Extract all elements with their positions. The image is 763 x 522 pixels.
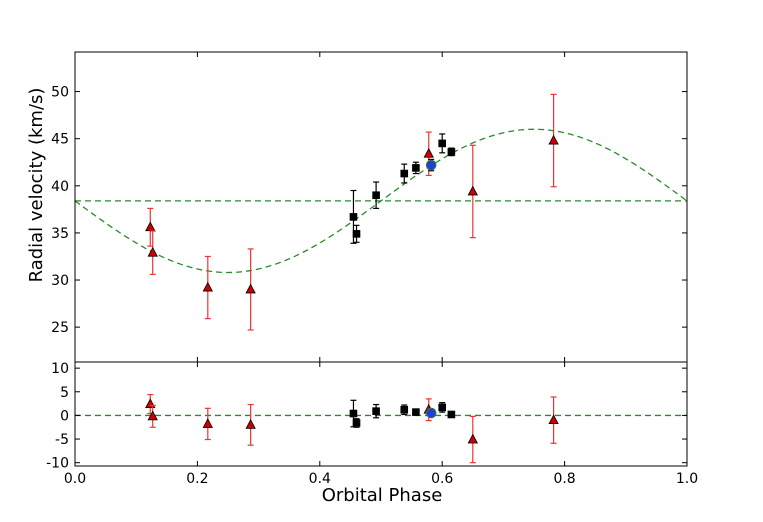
bottom-panel-triangle-marker — [145, 398, 156, 408]
bottom-panel-square-marker — [372, 407, 380, 415]
bottom-panel-y-tick-label: -5 — [55, 432, 69, 448]
top-panel-triangle-marker — [423, 147, 434, 158]
top-panel-triangle-marker — [548, 134, 559, 145]
bottom-panel-frame — [74, 361, 688, 467]
bottom-panel-y-tick-label: 10 — [51, 361, 69, 377]
bottom-panel-triangle-marker — [245, 419, 256, 429]
bottom-panel-square-marker — [447, 410, 456, 419]
top-panel-square-marker — [400, 169, 409, 178]
bottom-panel-circle-marker — [425, 407, 437, 419]
bottom-panel-square-marker — [352, 419, 361, 427]
top-panel-y-tick-label: 45 — [51, 132, 69, 148]
top-panel-y-tick-label: 30 — [51, 273, 69, 289]
bottom-panel-y-tick-label: -10 — [46, 456, 69, 472]
top-panel-square-marker — [438, 139, 446, 148]
top-panel-y-axis-label: Radial velocity (km/s) — [26, 88, 47, 283]
x-tick-label: 1.0 — [676, 471, 698, 487]
x-tick-label: 0.6 — [431, 471, 453, 487]
x-tick-label: 0.4 — [309, 471, 331, 487]
top-panel-triangle-marker — [245, 283, 256, 294]
top-panel-circle-marker — [425, 159, 437, 171]
bottom-panel-y-tick-label: 0 — [60, 408, 69, 424]
top-panel-square-marker — [447, 148, 456, 156]
top-panel-triangle-marker — [145, 221, 156, 232]
top-panel-y-tick-label: 35 — [51, 226, 69, 242]
top-panel-y-tick-label: 25 — [51, 320, 69, 336]
top-panel-frame — [74, 51, 688, 363]
bottom-panel-square-marker — [412, 408, 420, 416]
bottom-panel-triangle-marker — [202, 418, 213, 428]
top-panel-square-marker — [372, 191, 380, 200]
bottom-panel-y-tick-label: 5 — [60, 385, 69, 401]
top-panel-triangle-marker — [202, 281, 213, 292]
x-tick-label: 0.8 — [553, 471, 575, 487]
bottom-panel-square-marker — [438, 403, 446, 412]
bottom-panel-triangle-marker — [467, 433, 478, 444]
orbit-fit-curve — [74, 128, 688, 274]
x-tick-label: 0.2 — [186, 471, 208, 487]
top-panel-triangle-marker — [147, 246, 158, 257]
bottom-panel-triangle-marker — [548, 414, 559, 425]
top-panel-triangle-marker — [467, 185, 478, 196]
top-panel-square-marker — [349, 213, 358, 221]
top-panel-square-marker — [352, 230, 361, 238]
top-panel-square-marker — [412, 164, 420, 172]
x-tick-label: 0.0 — [64, 471, 86, 487]
top-panel-y-tick-label: 40 — [51, 179, 69, 195]
bottom-panel-square-marker — [400, 405, 409, 414]
top-panel-y-tick-label: 50 — [51, 85, 69, 101]
bottom-panel-square-marker — [349, 409, 358, 418]
bottom-panel-triangle-marker — [147, 410, 158, 421]
x-axis-label: Orbital Phase — [322, 485, 443, 506]
